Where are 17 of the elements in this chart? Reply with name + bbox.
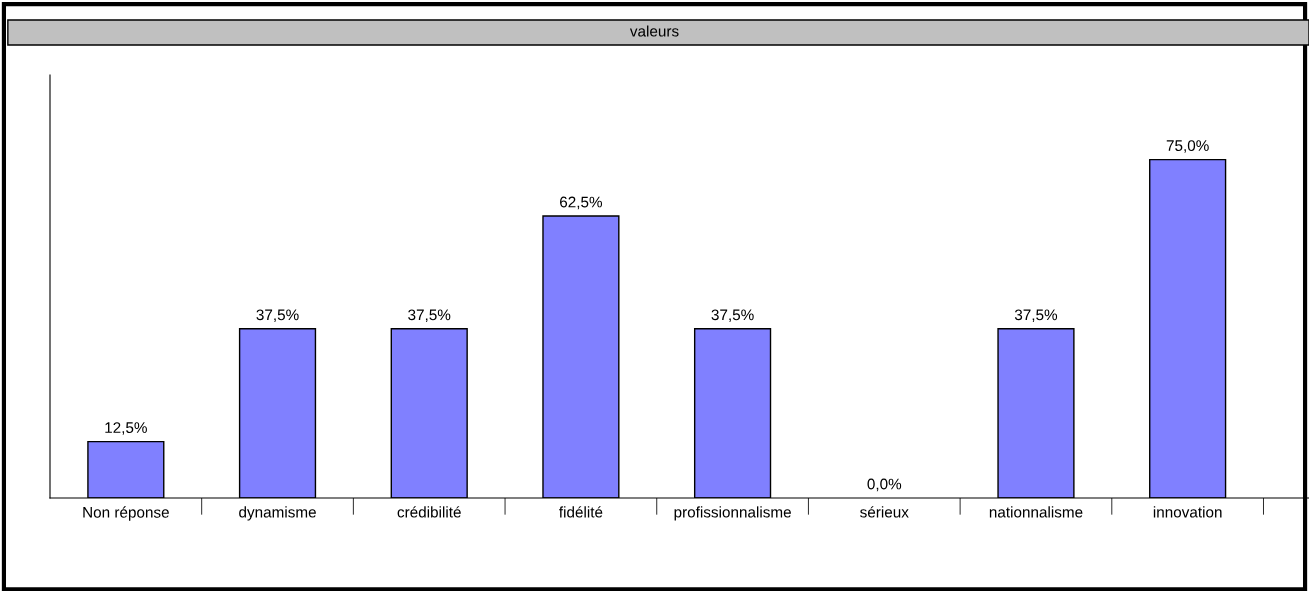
data-label: 0,0% <box>867 478 902 492</box>
data-label: 62,5% <box>560 196 603 210</box>
x-tick-label: innovation <box>1153 506 1222 518</box>
data-label: 75,0% <box>1166 140 1209 153</box>
data-label: 37,5% <box>256 309 299 323</box>
x-tick-label: fidélité <box>559 506 603 518</box>
x-tick-label: profissionnalisme <box>674 506 791 521</box>
chart-title: valeurs <box>629 25 679 37</box>
x-tick-label: crédibilité <box>397 506 461 518</box>
x-tick-label: sérieux <box>860 506 909 518</box>
x-tick-label: nationnalisme <box>989 506 1083 518</box>
x-tick-label: Non réponse <box>83 506 169 521</box>
data-label: 37,5% <box>711 309 754 323</box>
data-label: 37,5% <box>408 309 451 323</box>
data-label: 37,5% <box>1014 309 1058 323</box>
x-tick-label: dynamisme <box>239 506 316 521</box>
data-label: 12,5% <box>105 422 147 435</box>
